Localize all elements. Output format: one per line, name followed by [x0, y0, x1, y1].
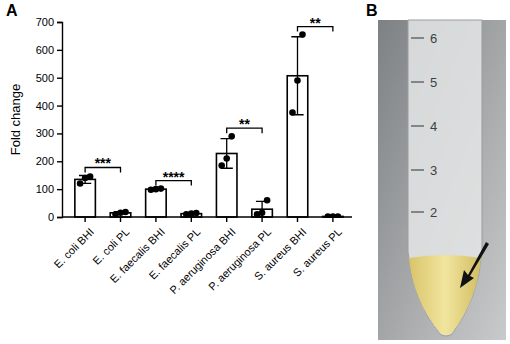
tick-mark	[226, 217, 227, 222]
data-point	[77, 180, 84, 187]
data-point	[294, 77, 301, 84]
photo-background	[378, 20, 506, 340]
tick-mark	[297, 217, 298, 222]
tick-mark	[120, 217, 121, 222]
significance-label: ****	[163, 169, 185, 185]
tick-label: 700	[36, 16, 54, 28]
tick-mark	[155, 217, 156, 222]
tick-label: 200	[36, 155, 54, 167]
tick: 100	[36, 183, 62, 195]
graduation-label: 6	[430, 31, 437, 46]
tick-label: 500	[36, 72, 54, 84]
data-point	[122, 209, 129, 216]
significance-label: **	[239, 116, 250, 132]
tick: 300	[36, 127, 62, 139]
tick-mark	[57, 105, 62, 106]
tick: 500	[36, 72, 62, 84]
panel-label: A	[6, 2, 18, 19]
tick-mark	[332, 217, 333, 222]
tick: E. coli BHI	[51, 217, 96, 270]
data-point	[223, 155, 230, 162]
axis-line	[57, 23, 63, 218]
tick-label: E. coli BHI	[51, 226, 96, 271]
tick: 400	[36, 100, 62, 112]
tick: 700	[36, 16, 62, 28]
tick-label: P. aeruginosa BHI	[167, 226, 238, 297]
tick-mark	[84, 217, 85, 222]
tick: 200	[36, 155, 62, 167]
bar	[252, 209, 273, 217]
tick-label: P. aeruginosa PL	[206, 226, 273, 293]
graduation-mark	[411, 169, 424, 170]
graduation-label: 3	[430, 163, 437, 178]
tube	[408, 20, 482, 336]
tick-mark	[57, 161, 62, 162]
tick-mark	[57, 78, 62, 79]
graduation-mark	[411, 81, 424, 82]
tick-label: 600	[36, 44, 54, 56]
graduation-mark	[411, 37, 424, 38]
axis-title: Fold change	[8, 84, 23, 156]
tick-label: 400	[36, 100, 54, 112]
x-axis: E. coli BHIE. coli PLE. faecalis BHIE. f…	[51, 217, 352, 296]
tick: 0	[48, 211, 62, 223]
tick: 600	[36, 44, 62, 56]
data-point	[87, 173, 94, 180]
data-point	[299, 31, 306, 38]
tick: P. aeruginosa BHI	[167, 217, 238, 296]
graduation-label: 5	[430, 75, 437, 90]
data-point	[259, 210, 266, 217]
data-point	[228, 133, 235, 140]
axis-line	[62, 216, 352, 217]
arrow	[460, 242, 489, 288]
tick-mark	[57, 22, 62, 23]
tick-mark	[261, 217, 262, 222]
data-point	[193, 210, 200, 217]
tick-mark	[57, 217, 62, 218]
error-bar	[291, 37, 303, 115]
y-axis: 0 100 200 300 400 500 600 700	[36, 16, 63, 223]
data-point	[264, 197, 271, 204]
graduation-label: 4	[430, 119, 437, 134]
significance-label: **	[310, 15, 321, 31]
tick-mark	[57, 189, 62, 190]
tick: P. aeruginosa PL	[206, 217, 273, 293]
graduation-label: 2	[430, 205, 437, 220]
graduation-mark	[411, 211, 424, 212]
liquid	[409, 255, 481, 335]
data-point	[289, 109, 296, 116]
tick-mark	[57, 50, 62, 51]
bar	[75, 179, 96, 217]
figure: A 0 100 200 300 400 500 600 700 E. coli BHIE. col…	[0, 0, 510, 344]
significance-label: ***	[95, 155, 112, 171]
graduation-mark	[411, 125, 424, 126]
tick-label: S. aureus PL	[291, 226, 344, 279]
tick-mark	[57, 133, 62, 134]
plot-area	[75, 31, 343, 218]
tick-label: 0	[48, 211, 54, 223]
bar	[146, 189, 167, 217]
panel-label: B	[366, 2, 378, 19]
tick-mark	[191, 217, 192, 222]
tick-label: 300	[36, 127, 54, 139]
data-point	[218, 162, 225, 169]
data-point	[158, 185, 165, 192]
tick-label: 100	[36, 183, 54, 195]
tick: S. aureus PL	[291, 217, 344, 279]
